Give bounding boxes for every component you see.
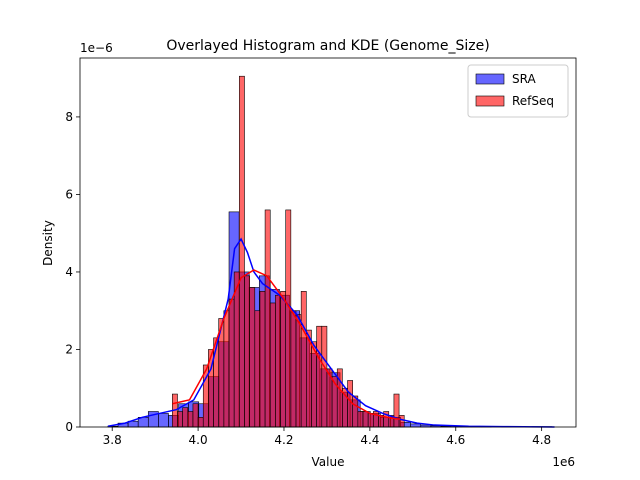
histogram-bar [290, 310, 297, 428]
x-tick-label: 3.8 [103, 433, 122, 447]
histogram-bar [300, 291, 307, 428]
histogram-bar [259, 291, 266, 428]
histogram-bar [367, 413, 374, 428]
histogram-bar [192, 403, 199, 428]
histogram-bar [410, 423, 422, 428]
histogram-bar [362, 411, 369, 428]
x-tick-label: 4.2 [274, 433, 293, 447]
histogram-bar [269, 302, 276, 428]
histogram-bar [352, 395, 359, 428]
histogram-bar [316, 325, 323, 428]
legend-label: SRA [512, 72, 536, 86]
histogram-bar [295, 314, 302, 428]
histogram-bar [321, 325, 328, 428]
kde-line [107, 237, 555, 428]
histogram-bar [280, 291, 287, 428]
histogram-bar [228, 298, 235, 428]
histogram-bar [264, 209, 271, 428]
histogram-bar [249, 287, 256, 428]
histogram-bar [197, 417, 204, 428]
histogram-bar [187, 411, 194, 428]
histogram-bar [398, 415, 405, 428]
legend-swatch [475, 95, 505, 107]
histogram-bar [285, 209, 292, 428]
x-axis-label: Value [312, 455, 345, 469]
histogram-bar [244, 275, 250, 428]
y-tick-label: 4 [65, 265, 73, 279]
histogram-bar [233, 271, 240, 428]
y-offset-label: 1e−6 [80, 41, 113, 55]
histogram-bar [158, 413, 169, 428]
y-tick-label: 8 [65, 110, 73, 124]
histogram-bar [177, 411, 183, 428]
y-tick-label: 0 [65, 420, 73, 434]
histogram-bar [311, 341, 317, 428]
histogram-bar [254, 310, 261, 428]
histogram-bar [182, 407, 189, 428]
x-tick-label: 4.4 [360, 433, 379, 447]
histogram-bar [275, 294, 281, 428]
histogram-bar [393, 393, 400, 428]
histogram-bar [213, 337, 220, 428]
x-tick-label: 4.8 [532, 433, 551, 447]
histogram-bar [357, 411, 364, 428]
x-offset-label: 1e6 [552, 455, 575, 469]
kde-line [172, 269, 401, 420]
legend-swatch [475, 73, 505, 85]
x-tick-label: 4.6 [446, 433, 465, 447]
histogram-bar [223, 310, 230, 428]
histogram-bar [239, 75, 245, 428]
legend-label: RefSeq [512, 94, 554, 108]
chart-title: Overlayed Histogram and KDE (Genome_Size… [166, 38, 489, 54]
x-tick-label: 4.0 [189, 433, 208, 447]
plot-frame [79, 57, 577, 428]
y-axis-label: Density [41, 220, 55, 266]
y-tick-label: 2 [65, 342, 73, 356]
y-tick-label: 6 [65, 187, 73, 201]
